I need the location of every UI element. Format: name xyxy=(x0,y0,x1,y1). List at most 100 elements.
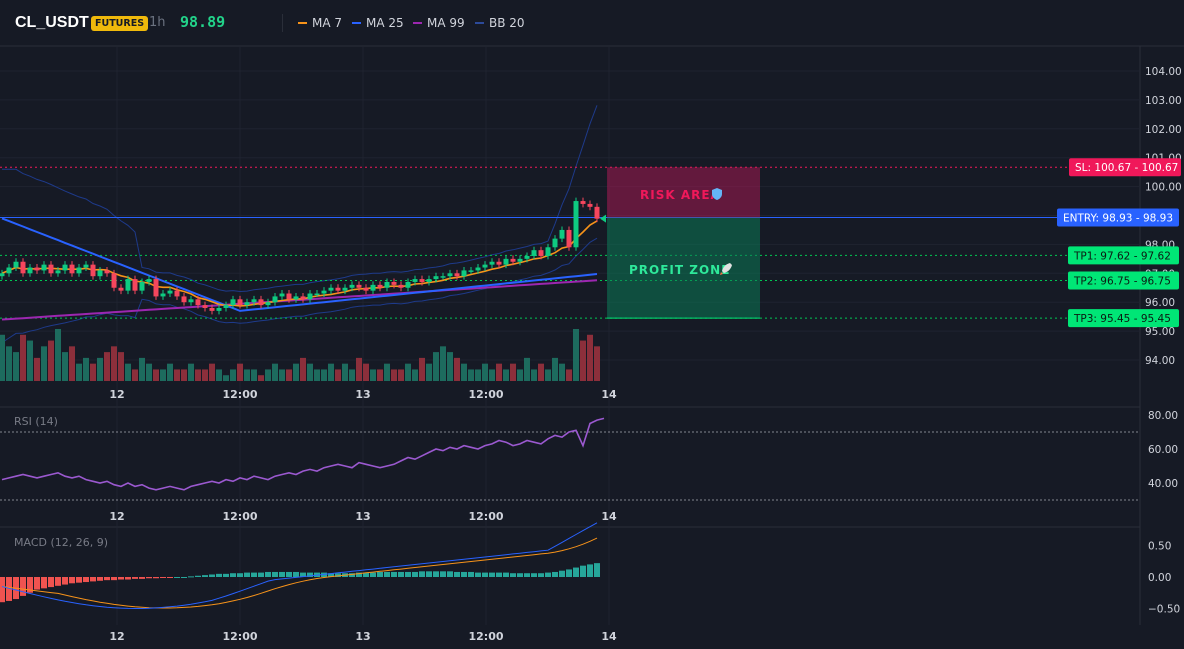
risk-area-box[interactable] xyxy=(607,167,760,218)
macd-hist-bar xyxy=(139,577,145,579)
candle-body xyxy=(461,270,467,277)
macd-hist-bar xyxy=(300,572,306,577)
macd-hist-bar xyxy=(405,571,411,577)
candle-body xyxy=(174,290,180,297)
candle-body xyxy=(335,287,341,291)
volume-bar xyxy=(34,357,40,381)
candle-body xyxy=(342,287,348,291)
candle-body xyxy=(48,264,54,274)
legend-ma25[interactable]: MA 25 xyxy=(352,16,404,30)
candle-body xyxy=(573,201,579,248)
legend-bb20[interactable]: BB 20 xyxy=(475,16,525,30)
volume-bar xyxy=(76,363,82,381)
sl-tag[interactable]: SL: 100.67 - 100.67 xyxy=(1069,158,1181,177)
legend-ma99[interactable]: MA 99 xyxy=(413,16,465,30)
candle-body xyxy=(104,270,110,274)
macd-hist-bar xyxy=(6,577,12,601)
candle-body xyxy=(594,206,600,219)
legend-ma7[interactable]: MA 7 xyxy=(298,16,342,30)
time-tick: 12:00 xyxy=(222,388,257,401)
time-tick: 12 xyxy=(109,630,124,643)
candle-body xyxy=(503,258,509,265)
volume-bar xyxy=(517,369,523,381)
ma99-line xyxy=(1,279,598,321)
tp1-tag[interactable]: TP1: 97.62 - 97.62 xyxy=(1068,246,1179,265)
macd-hist-bar xyxy=(377,571,383,577)
macd-hist-bar xyxy=(244,572,250,577)
macd-hist-bar xyxy=(384,571,390,577)
candle-body xyxy=(482,264,488,268)
volume-bar xyxy=(174,369,180,381)
volume-bar xyxy=(223,375,229,381)
time-axis-macd: 12 12:00 13 12:00 14 xyxy=(109,630,617,643)
candle-body xyxy=(349,284,355,288)
volume-bar xyxy=(412,369,418,381)
price-tick: 94.00 xyxy=(1145,355,1175,367)
candle-body xyxy=(328,287,334,291)
candle-body xyxy=(76,267,82,274)
candle-body xyxy=(97,270,103,277)
volume-bar xyxy=(258,375,264,381)
candle-body xyxy=(517,258,523,262)
volume-bar xyxy=(0,334,5,381)
macd-hist-bar xyxy=(447,571,453,577)
timeframe-selector[interactable]: 1h xyxy=(149,15,166,30)
volume-bar xyxy=(97,357,103,381)
macd-hist-bar xyxy=(552,571,558,577)
candle-body xyxy=(426,279,432,282)
candle-body xyxy=(496,261,502,265)
time-axis-price: 12 12:00 13 12:00 14 xyxy=(109,388,617,401)
legend-bb20-label: BB 20 xyxy=(489,16,525,30)
time-tick: 12:00 xyxy=(468,630,503,643)
volume-bar xyxy=(195,369,201,381)
candle-body xyxy=(6,267,12,274)
candle-body xyxy=(433,276,439,280)
candle-body xyxy=(251,299,257,303)
candle-body xyxy=(314,293,320,296)
candle-body xyxy=(209,307,215,311)
ma25-line xyxy=(1,217,598,312)
candle-body xyxy=(468,270,474,272)
profit-zone-box[interactable] xyxy=(607,217,760,319)
candle-body xyxy=(447,273,453,277)
macd-hist-bar xyxy=(594,563,600,577)
tp3-tag-label: TP3: 95.45 - 95.45 xyxy=(1073,313,1171,325)
volume-bar xyxy=(566,369,572,381)
time-tick: 12 xyxy=(109,510,124,523)
volume-bar xyxy=(489,369,495,381)
macd-hist-bar xyxy=(230,573,236,577)
entry-tag[interactable]: ENTRY: 98.93 - 98.93 xyxy=(1057,208,1179,227)
volume-bar xyxy=(230,369,236,381)
macd-hist-bar xyxy=(412,571,418,577)
macd-hist-bar xyxy=(433,571,439,577)
candle-body xyxy=(195,299,201,306)
candle-body xyxy=(223,305,229,308)
volume-bar xyxy=(286,369,292,381)
tp2-tag[interactable]: TP2: 96.75 - 96.75 xyxy=(1068,271,1179,290)
macd-hist-bar xyxy=(209,574,215,577)
macd-hist-bar xyxy=(104,577,110,581)
candle-body xyxy=(55,270,61,274)
time-tick: 12:00 xyxy=(468,510,503,523)
candle-body xyxy=(412,279,418,282)
volume-bar xyxy=(524,357,530,381)
volume-bar xyxy=(594,346,600,381)
volume-bar xyxy=(279,369,285,381)
macd-hist-bar xyxy=(510,573,516,577)
macd-hist-bar xyxy=(440,571,446,577)
macd-hist-bar xyxy=(27,577,33,593)
volume-bar xyxy=(461,363,467,381)
time-tick: 13 xyxy=(355,388,370,401)
volume-bar xyxy=(335,369,341,381)
volume-bar xyxy=(433,352,439,381)
time-tick: 14 xyxy=(601,630,617,643)
volume-bar xyxy=(342,363,348,381)
candle-body xyxy=(230,299,236,306)
macd-hist-bar xyxy=(566,569,572,577)
tp3-tag[interactable]: TP3: 95.45 - 95.45 xyxy=(1068,309,1179,328)
volume-bar xyxy=(27,340,33,381)
macd-hist-bar xyxy=(335,573,341,577)
ma99-swatch xyxy=(413,22,422,24)
symbol-name[interactable]: CL_USDT xyxy=(15,14,89,31)
